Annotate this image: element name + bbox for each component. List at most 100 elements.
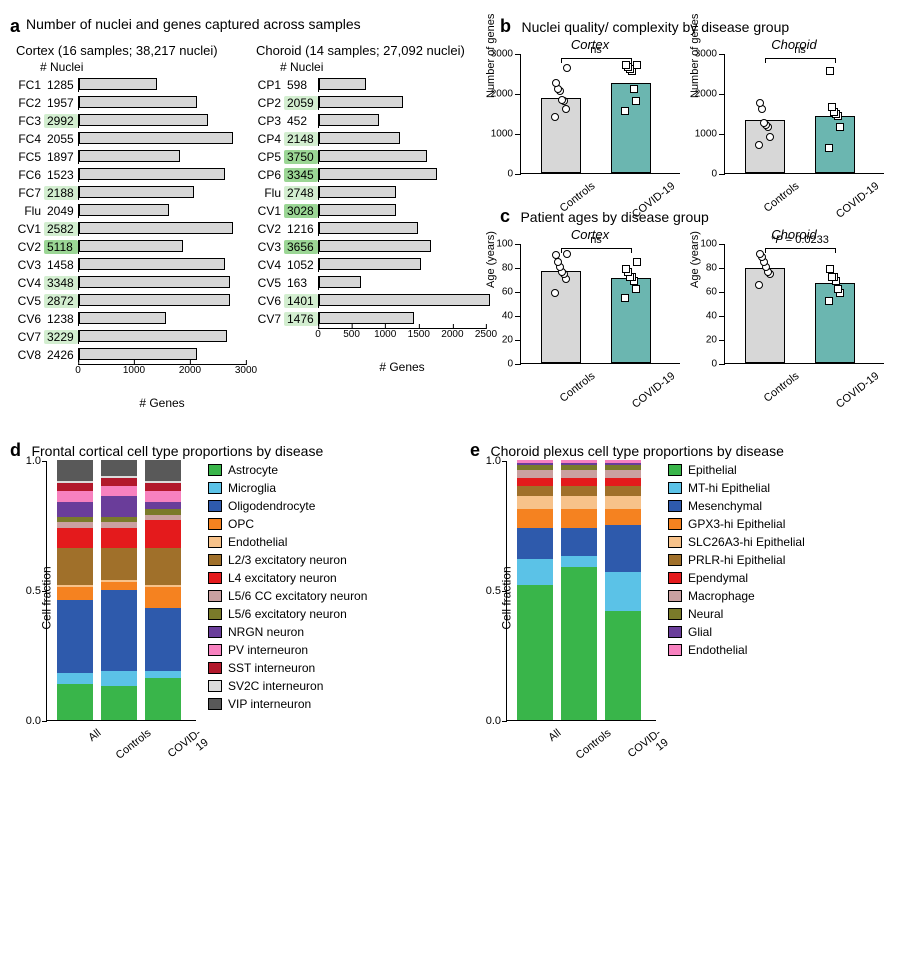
bar-track: [318, 78, 486, 92]
bar: [319, 258, 421, 270]
sig-bracket: [561, 58, 631, 59]
x-label: Controls: [747, 370, 802, 416]
sample-row: CV71476: [254, 310, 486, 328]
legend-item: Macrophage: [668, 587, 805, 605]
segment: [57, 483, 93, 491]
y-tick-label: 40: [487, 311, 513, 322]
legend-label: PRLR-hi Epithelial: [688, 553, 785, 567]
bar-track: [318, 258, 486, 272]
y-tick-label: 3000: [691, 49, 717, 60]
sample-row: FC21957: [14, 94, 246, 112]
sample-id: CV7: [254, 312, 284, 326]
sample-nuclei: 2188: [44, 186, 78, 200]
segment: [517, 528, 553, 559]
bar-track: [318, 114, 486, 128]
y-tick: [502, 461, 507, 462]
x-label: COVID-19: [827, 370, 882, 416]
data-point: [632, 97, 640, 105]
sample-row: CV13028: [254, 202, 486, 220]
sample-id: CV7: [14, 330, 44, 344]
bar: [79, 168, 225, 180]
y-tick: [515, 54, 521, 55]
segment: [145, 608, 181, 670]
x-labels: ControlsCOVID-19: [520, 370, 680, 382]
x-label: Controls: [543, 370, 598, 416]
y-tick-label: 100: [691, 239, 717, 250]
sample-row: FC51897: [14, 148, 246, 166]
data-point: [558, 96, 566, 104]
segment: [57, 587, 93, 600]
panel-a-letter: a: [10, 16, 20, 37]
legend-item: PRLR-hi Epithelial: [668, 551, 805, 569]
panel-c-letter: c: [500, 206, 510, 226]
legend-label: Endothelial: [228, 535, 287, 549]
bar-track: [78, 186, 246, 200]
y-tick: [515, 316, 521, 317]
bar: [79, 222, 233, 234]
data-point: [632, 285, 640, 293]
choroid-header: Choroid (14 samples; 27,092 nuclei): [256, 43, 486, 58]
stacked-bar: [101, 460, 137, 720]
legend-item: MT-hi Epithelial: [668, 479, 805, 497]
legend-swatch: [668, 482, 682, 494]
plot-area: Number of genes0100020003000ns: [520, 54, 680, 174]
segment: [101, 548, 137, 579]
group-bar: [611, 278, 651, 363]
sample-nuclei: 2059: [284, 96, 318, 110]
legend-swatch: [208, 590, 222, 602]
y-tick: [719, 94, 725, 95]
sample-nuclei: 3348: [44, 276, 78, 290]
y-tick-label: 0: [691, 359, 717, 370]
legend-swatch: [668, 608, 682, 620]
data-point: [633, 61, 641, 69]
y-tick: [719, 54, 725, 55]
x-tick: 0: [75, 365, 81, 376]
y-tick: [719, 244, 725, 245]
bar: [319, 312, 414, 324]
panel-b-title: Nuclei quality/ complexity by disease gr…: [521, 19, 789, 35]
panel-e-title: Choroid plexus cell type proportions by …: [490, 443, 783, 459]
bar-track: [78, 240, 246, 254]
legend-label: Neural: [688, 607, 723, 621]
data-point: [826, 67, 834, 75]
y-tick-label: 0.5: [479, 585, 501, 597]
segment: [57, 600, 93, 673]
panel-d-title: Frontal cortical cell type proportions b…: [31, 443, 323, 459]
sample-nuclei: 163: [284, 276, 318, 290]
bar-track: [78, 348, 246, 362]
segment: [145, 548, 181, 584]
data-point: [551, 113, 559, 121]
bar: [79, 294, 230, 306]
bar: [79, 150, 180, 162]
panel-a: a Number of nuclei and genes captured ac…: [10, 16, 490, 410]
stacked-bar: [605, 460, 641, 720]
legend-item: SST interneuron: [208, 659, 367, 677]
legend-swatch: [208, 626, 222, 638]
bar: [79, 96, 197, 108]
stacked-bar: [517, 460, 553, 720]
legend-label: L5/6 CC excitatory neuron: [228, 589, 367, 603]
segment: [145, 671, 181, 679]
y-tick-label: 0.0: [479, 715, 501, 727]
y-tick-label: 60: [691, 287, 717, 298]
data-point: [563, 250, 571, 258]
sample-row: Flu2049: [14, 202, 246, 220]
y-tick: [719, 364, 725, 365]
data-point: [756, 99, 764, 107]
bar: [319, 78, 366, 90]
bar: [79, 276, 230, 288]
x-labels: ControlsCOVID-19: [724, 370, 884, 382]
legend-item: Epithelial: [668, 461, 805, 479]
legend-swatch: [208, 554, 222, 566]
choroid-axis-label: # Genes: [318, 360, 486, 374]
sample-row: CP22059: [254, 94, 486, 112]
bar: [319, 96, 403, 108]
segment: [57, 460, 93, 481]
y-tick-label: 1000: [691, 129, 717, 140]
sample-nuclei: 1285: [44, 78, 78, 92]
segment: [145, 483, 181, 491]
data-point: [551, 289, 559, 297]
segment: [101, 460, 137, 476]
panel-bc: b Nuclei quality/ complexity by disease …: [490, 16, 910, 410]
legend-swatch: [208, 518, 222, 530]
